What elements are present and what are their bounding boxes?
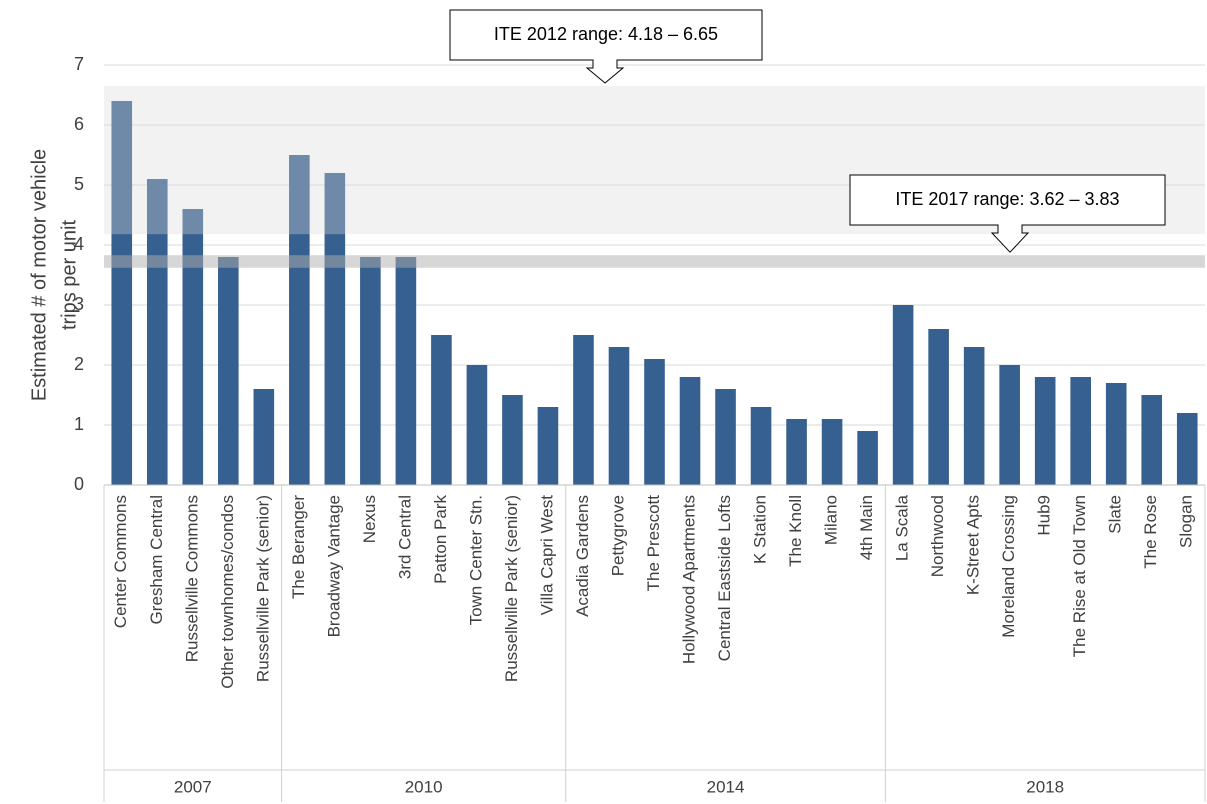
- x-tick-label: Hub9: [1035, 495, 1054, 536]
- group-label: 2014: [707, 777, 745, 796]
- x-tick-label: Moreland Crossing: [999, 495, 1018, 638]
- bar: [715, 389, 736, 485]
- bar: [644, 359, 665, 485]
- group-label: 2010: [405, 777, 443, 796]
- x-tick-label: The Rose: [1141, 495, 1160, 569]
- bar: [892, 305, 914, 485]
- callout-box: [449, 9, 763, 84]
- y-tick-label: 3: [74, 294, 84, 314]
- x-tick-label: Villa Capri West: [537, 495, 556, 616]
- y-tick-label: 5: [74, 174, 84, 194]
- x-tick-label: Acadia Gardens: [573, 495, 592, 617]
- x-tick-label: Northwood: [928, 495, 947, 577]
- bar: [1034, 377, 1056, 485]
- y-tick-label: 2: [74, 354, 84, 374]
- bar: [1070, 377, 1091, 485]
- x-tick-label: 3rd Central: [395, 495, 414, 579]
- x-tick-label: Town Center Stn.: [466, 495, 485, 625]
- bar: [182, 209, 204, 485]
- x-tick-label: The Rise at Old Town: [1070, 495, 1089, 657]
- x-tick-label: K-Street Apts: [964, 495, 983, 595]
- bar: [963, 347, 985, 485]
- bar: [573, 335, 594, 485]
- bar: [218, 257, 239, 485]
- group-label: 2007: [174, 777, 212, 796]
- x-tick-label: The Knoll: [786, 495, 805, 567]
- callout-label: ITE 2017 range: 3.62 – 3.83: [895, 189, 1119, 209]
- bar: [502, 395, 523, 485]
- y-tick-label: 4: [74, 234, 84, 254]
- bar: [821, 419, 843, 485]
- group-label: 2018: [1026, 777, 1064, 796]
- bar: [679, 377, 701, 485]
- callout-box: [849, 174, 1166, 253]
- callout-label: ITE 2012 range: 4.18 – 6.65: [494, 24, 718, 44]
- bar: [1141, 395, 1163, 485]
- bar: [466, 365, 488, 485]
- x-tick-label: Gresham Central: [147, 495, 166, 624]
- y-tick-label: 6: [74, 114, 84, 134]
- x-tick-label: Russellville Park (senior): [253, 495, 272, 682]
- y-axis-label: Estimated # of motor vehicle: [28, 149, 50, 401]
- x-tick-label: Russellville Park (senior): [502, 495, 521, 682]
- x-tick-label: Nexus: [360, 495, 379, 543]
- y-tick-label: 1: [74, 414, 84, 434]
- bar: [608, 347, 630, 485]
- y-axis-label: trips per unit: [58, 220, 80, 330]
- x-tick-label: Slogan: [1177, 495, 1196, 548]
- x-tick-label: Other townhomes/condos: [218, 495, 237, 689]
- x-tick-label: Milano: [822, 495, 841, 545]
- x-tick-label: The Prescott: [644, 495, 663, 592]
- x-tick-label: Patton Park: [431, 495, 450, 584]
- bar: [395, 257, 417, 485]
- bar: [1105, 383, 1127, 485]
- bar: [360, 257, 381, 485]
- bar: [111, 101, 133, 485]
- x-tick-label: The Beranger: [289, 495, 308, 599]
- bar: [253, 389, 275, 485]
- bar: [857, 431, 878, 485]
- x-tick-label: Central Eastside Lofts: [715, 495, 734, 661]
- y-tick-label: 0: [74, 474, 84, 494]
- bar: [537, 407, 559, 485]
- x-tick-label: Broadway Vantage: [324, 495, 343, 637]
- bar: [289, 155, 310, 485]
- bar: [324, 173, 346, 485]
- bar: [1176, 413, 1198, 485]
- bar: [431, 335, 452, 485]
- bar: [786, 419, 807, 485]
- x-tick-label: Hollywood Apartments: [680, 495, 699, 664]
- x-tick-label: La Scala: [893, 494, 912, 561]
- y-tick-label: 7: [74, 54, 84, 74]
- x-tick-label: Russellville Commons: [182, 495, 201, 662]
- x-tick-label: 4th Main: [857, 495, 876, 560]
- x-tick-label: Center Commons: [111, 495, 130, 628]
- bar: [999, 365, 1020, 485]
- x-tick-label: K Station: [751, 495, 770, 564]
- bar: [750, 407, 772, 485]
- x-tick-label: Pettygrove: [608, 495, 627, 576]
- range-band: [104, 255, 1205, 268]
- bar: [928, 329, 949, 485]
- x-tick-label: Slate: [1106, 495, 1125, 534]
